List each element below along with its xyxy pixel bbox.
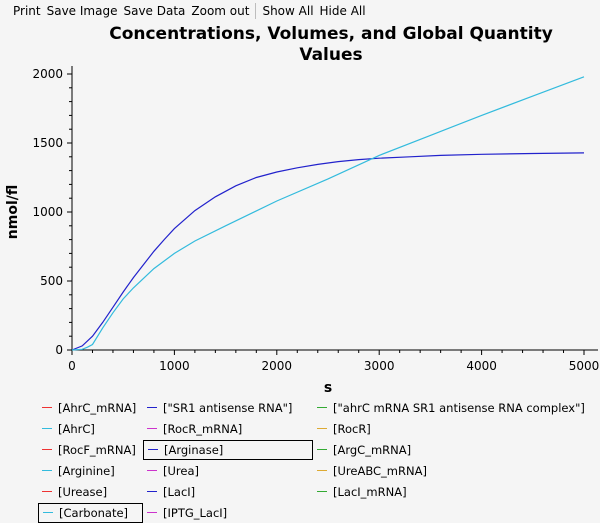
legend-swatch-icon xyxy=(42,406,52,409)
y-tick-label: 1000 xyxy=(32,205,63,219)
save-data-button[interactable]: Save Data xyxy=(123,4,186,18)
legend-row: [AhrC] [RocR_mRNA] [RocR] xyxy=(38,418,598,439)
y-tick-label: 500 xyxy=(40,274,63,288)
legend-swatch-icon xyxy=(147,406,157,409)
plot-canvas[interactable]: Concentrations, Volumes, and Global Quan… xyxy=(0,22,600,394)
legend-label: [RocF_mRNA] xyxy=(58,442,136,457)
y-tick-label: 0 xyxy=(55,343,63,357)
legend-row: [AhrC_mRNA] ["SR1 antisense RNA"] ["ahrC m… xyxy=(38,397,598,418)
legend-label: ["ahrC mRNA SR1 antisense RNA complex"] xyxy=(333,400,585,415)
legend-item[interactable]: [Arginase] xyxy=(143,439,313,460)
legend-label: [LacI_mRNA] xyxy=(333,484,407,499)
y-tick-label: 1500 xyxy=(32,136,63,150)
series-line xyxy=(71,152,585,351)
toolbar: Print Save Image Save Data Zoom out Show… xyxy=(0,0,600,22)
legend-label: [Carbonate] xyxy=(59,505,129,520)
legend-item[interactable]: [ArgC_mRNA] xyxy=(313,440,598,460)
legend-item[interactable]: [LacI] xyxy=(143,482,313,502)
chart-title-line1: Concentrations, Volumes, and Global Quan… xyxy=(109,24,553,44)
legend-label: [AhrC] xyxy=(58,421,95,436)
legend: [AhrC_mRNA] ["SR1 antisense RNA"] ["ahrC m… xyxy=(38,397,598,523)
x-tick-label: 0 xyxy=(68,359,76,373)
legend-label: [RocR_mRNA] xyxy=(163,421,243,436)
legend-label: ["SR1 antisense RNA"] xyxy=(163,400,293,415)
show-all-button[interactable]: Show All xyxy=(262,4,314,18)
x-tick-label: 5000 xyxy=(569,359,600,373)
legend-swatch-icon xyxy=(317,469,327,472)
legend-item[interactable]: [Urea] xyxy=(143,461,313,481)
legend-item[interactable]: [AhrC] xyxy=(38,419,143,439)
chart-title-line2: Values xyxy=(299,45,362,65)
legend-label: [RocR] xyxy=(333,421,371,436)
legend-row: [RocF_mRNA] [Arginase] [ArgC_mRNA] xyxy=(38,439,598,460)
legend-swatch-icon xyxy=(147,490,157,493)
series-line xyxy=(71,76,585,351)
legend-swatch-icon xyxy=(317,490,327,493)
legend-item[interactable]: [RocR] xyxy=(313,419,598,439)
legend-item[interactable]: [UreABC_mRNA] xyxy=(313,461,598,481)
legend-label: [ArgC_mRNA] xyxy=(333,442,412,457)
legend-label: [LacI] xyxy=(163,484,196,499)
legend-item[interactable]: ["SR1 antisense RNA"] xyxy=(143,398,313,418)
legend-row: [Urease] [LacI] [LacI_mRNA] xyxy=(38,481,598,502)
x-tick-label: 1000 xyxy=(159,359,190,373)
legend-label: [Urea] xyxy=(163,463,199,478)
legend-item[interactable]: [IPTG_LacI] xyxy=(143,503,313,523)
legend-swatch-icon xyxy=(317,427,327,430)
legend-swatch-icon xyxy=(43,511,53,514)
y-tick-label: 2000 xyxy=(32,67,63,81)
legend-swatch-icon xyxy=(42,448,52,451)
x-tick-label: 4000 xyxy=(466,359,497,373)
legend-swatch-icon xyxy=(147,427,157,430)
legend-item[interactable]: [RocR_mRNA] xyxy=(143,419,313,439)
x-tick-label: 2000 xyxy=(262,359,293,373)
x-tick-label: 3000 xyxy=(364,359,395,373)
chart-area[interactable]: Concentrations, Volumes, and Global Quan… xyxy=(0,22,600,394)
save-image-button[interactable]: Save Image xyxy=(46,4,118,18)
legend-label: [UreABC_mRNA] xyxy=(333,463,427,478)
zoom-out-button[interactable]: Zoom out xyxy=(191,4,250,18)
legend-item[interactable]: [Arginine] xyxy=(38,461,143,481)
legend-item[interactable]: [RocF_mRNA] xyxy=(38,440,143,460)
legend-swatch-icon xyxy=(42,427,52,430)
legend-label: [Arginase] xyxy=(164,442,224,457)
legend-swatch-icon xyxy=(147,469,157,472)
legend-row: [Arginine] [Urea] [UreABC_mRNA] xyxy=(38,460,598,481)
y-axis-label: nmol/fl xyxy=(5,185,21,239)
legend-swatch-icon xyxy=(317,406,327,409)
legend-label: [AhrC_mRNA] xyxy=(58,400,137,415)
legend-label: [IPTG_LacI] xyxy=(163,505,228,520)
x-axis-label: s xyxy=(324,380,332,394)
print-button[interactable]: Print xyxy=(13,4,41,18)
legend-row: [Carbonate] [IPTG_LacI] xyxy=(38,502,598,523)
legend-swatch-icon xyxy=(148,448,158,451)
legend-item[interactable]: [LacI_mRNA] xyxy=(313,482,598,502)
legend-label: [Urease] xyxy=(58,484,108,499)
legend-item[interactable]: [Urease] xyxy=(38,482,143,502)
legend-swatch-icon xyxy=(147,511,157,514)
legend-swatch-icon xyxy=(317,448,327,451)
legend-label: [Arginine] xyxy=(58,463,115,478)
legend-swatch-icon xyxy=(42,490,52,493)
hide-all-button[interactable]: Hide All xyxy=(319,4,366,18)
legend-swatch-icon xyxy=(42,469,52,472)
toolbar-separator xyxy=(255,3,257,19)
legend-item[interactable]: ["ahrC mRNA SR1 antisense RNA complex"] xyxy=(313,398,598,418)
legend-item[interactable]: [Carbonate] xyxy=(38,502,143,523)
legend-item[interactable]: [AhrC_mRNA] xyxy=(38,398,143,418)
